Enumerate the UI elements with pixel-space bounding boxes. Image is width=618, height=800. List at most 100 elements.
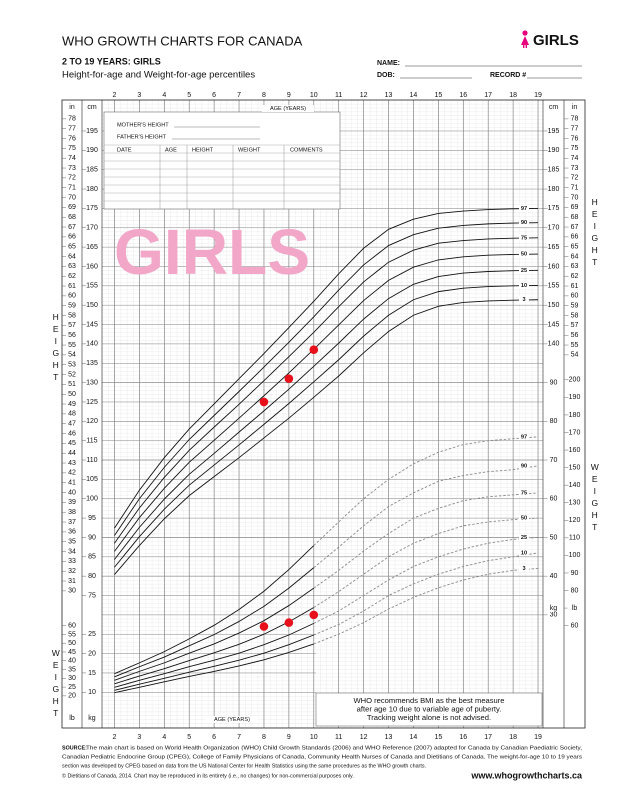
cm-tick-left: 150 — [86, 302, 98, 309]
unit-label: kg — [88, 715, 96, 722]
in-tick-left: 68 — [68, 214, 76, 221]
x-tick-label-top: 18 — [509, 92, 517, 99]
weight-percentile-line-ext — [313, 436, 539, 546]
lb-tick-right: 90 — [571, 570, 579, 577]
footer-url: www.whogrowthcharts.ca — [470, 770, 583, 780]
in-tick-right: 72 — [571, 175, 579, 182]
height-percentile-line — [114, 269, 539, 560]
cm-tick-left: 190 — [86, 147, 98, 154]
in-tick-left: 30 — [68, 588, 76, 595]
weight-measurement — [259, 622, 269, 631]
percentile-label: 3 — [522, 297, 525, 303]
percentile-label: 90 — [521, 220, 527, 226]
x-tick-label-bottom: 6 — [212, 734, 216, 741]
weight-percentile-line — [114, 622, 314, 688]
in-tick-left: 71 — [68, 185, 76, 192]
cm-tick-right: 195 — [548, 128, 560, 135]
x-tick-label-top: 14 — [410, 92, 418, 99]
cm-tick-right: 170 — [548, 225, 560, 232]
in-tick-left: 53 — [68, 362, 76, 369]
in-tick-left: 42 — [68, 470, 76, 477]
height-percentile-line — [114, 284, 539, 568]
height-percentile-line — [114, 222, 539, 536]
weight-percentile-line — [114, 567, 315, 678]
lb-tick-right: 110 — [569, 535, 580, 542]
height-measurement — [259, 397, 269, 407]
in-tick-right: 60 — [571, 293, 579, 300]
height-measurement — [309, 345, 319, 354]
weight-percentile-line — [114, 545, 315, 675]
percentile-label: 75 — [521, 490, 527, 496]
weight-measurement — [309, 610, 319, 620]
cm-tick-right: 145 — [548, 321, 560, 328]
cm-tick-left: 120 — [86, 418, 98, 425]
x-tick-label-bottom: 8 — [262, 734, 266, 741]
percentile-label-bg — [519, 250, 530, 258]
x-tick-label-top: 17 — [484, 92, 492, 99]
in-tick-right: 71 — [571, 185, 579, 192]
cm-tick-left: 170 — [86, 225, 98, 232]
x-tick-label-bottom: 10 — [310, 734, 318, 741]
in-tick-right: 61 — [571, 283, 579, 290]
x-tick-label-bottom: 11 — [335, 734, 342, 741]
in-tick-left: 64 — [68, 253, 76, 260]
percentile-label: 97 — [521, 206, 527, 212]
x-tick-label-top: 4 — [162, 92, 166, 99]
in-tick-left: 56 — [68, 332, 76, 339]
in-tick-left: 74 — [68, 155, 76, 162]
in-tick-left: 51 — [68, 381, 76, 388]
x-tick-label-bottom: 12 — [360, 734, 368, 741]
unit-label: lb — [69, 715, 75, 722]
percentile-label: 25 — [521, 535, 527, 541]
lb-tick-left: 20 — [68, 693, 76, 700]
x-tick-label-bottom: 3 — [137, 734, 141, 741]
unit-bg — [65, 714, 79, 722]
cm-tick-left: 185 — [86, 167, 98, 174]
x-tick-label-top: 8 — [262, 92, 266, 99]
height-axis-title-left: HEIGHT — [51, 312, 61, 384]
subtitle: 2 TO 19 YEARS: GIRLS — [62, 56, 161, 66]
kg-tick-left: 10 — [88, 689, 96, 696]
height-percentile-line — [114, 253, 539, 552]
cm-tick-left: 140 — [86, 341, 98, 348]
x-tick-label-top: 6 — [212, 92, 216, 99]
unit-bg — [567, 604, 582, 612]
in-tick-left: 39 — [68, 499, 76, 506]
x-tick-label-top: 2 — [113, 92, 117, 99]
x-tick-label-top: 9 — [287, 92, 291, 99]
percentile-label: 10 — [521, 550, 527, 556]
in-tick-left: 38 — [68, 509, 76, 516]
kg-tick-left: 25 — [88, 631, 96, 638]
percentile-label-bg — [519, 514, 530, 522]
cm-tick-left: 130 — [86, 379, 98, 386]
kg-tick-right: 40 — [550, 573, 558, 580]
weight-percentile-line-ext — [313, 492, 539, 589]
unit-bg — [85, 103, 99, 111]
x-tick-label-bottom: 13 — [385, 734, 393, 741]
in-tick-left: 54 — [68, 352, 76, 359]
in-tick-left: 60 — [68, 293, 76, 300]
cm-tick-left: 90 — [88, 534, 96, 541]
lb-tick-right: 160 — [569, 447, 581, 454]
table-column-header: HEIGHT — [192, 147, 214, 153]
in-tick-left: 61 — [68, 283, 76, 290]
percentile-label-bg — [519, 549, 530, 557]
lb-tick-right: 60 — [571, 622, 579, 629]
in-tick-right: 76 — [571, 135, 579, 142]
table-column-header: AGE — [165, 147, 177, 153]
note-line: Tracking weight alone is not advised. — [367, 713, 491, 722]
in-tick-left: 59 — [68, 303, 76, 310]
unit-bg — [85, 714, 99, 722]
in-tick-left: 41 — [68, 480, 76, 487]
lb-tick-right: 130 — [569, 500, 581, 507]
in-tick-left: 34 — [68, 548, 76, 555]
x-tick-label-top: 7 — [237, 92, 241, 99]
in-tick-left: 76 — [68, 135, 76, 142]
in-tick-left: 46 — [68, 430, 76, 437]
in-tick-left: 66 — [68, 234, 76, 241]
x-tick-label-bottom: 5 — [187, 734, 191, 741]
in-tick-left: 50 — [68, 391, 76, 398]
in-tick-right: 54 — [571, 352, 579, 359]
unit-bg — [65, 103, 79, 111]
